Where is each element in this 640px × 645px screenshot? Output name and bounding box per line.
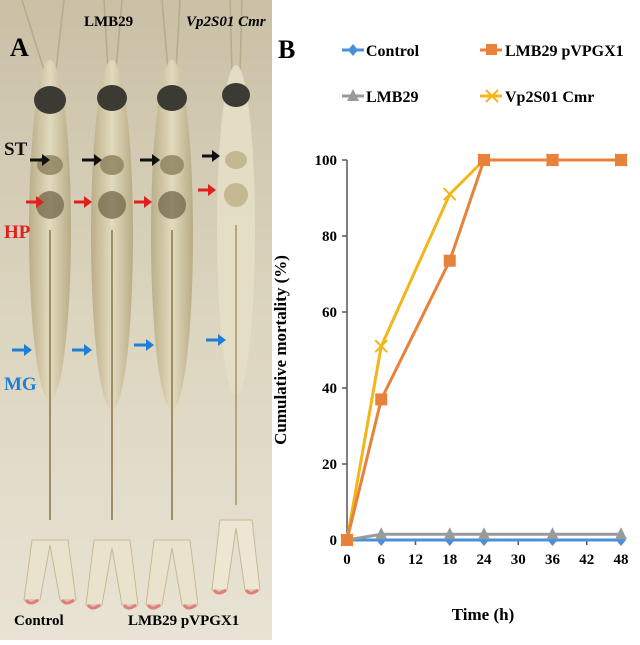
shrimp-lmb29 [85,0,139,610]
series-line-vp2s01-cmr [345,158,621,541]
chart-panel: B Control LMB29 pVPGX1 LMB29 Vp2S01 [271,0,640,640]
data-point-lmb29 [375,527,388,540]
legend-label-control: Control [366,43,420,60]
x-tick-label: 18 [442,552,457,568]
x-tick-label: 12 [408,552,423,568]
label-hp: HP [4,222,31,243]
x-tick-label: 0 [343,552,351,568]
series-line-lmb29 [346,532,621,542]
data-point-lmb29-pvpgx1 [546,154,559,166]
x-tick-label: 36 [545,552,561,568]
legend-item-lmb29: LMB29 [342,89,418,106]
data-point-lmb29 [615,527,627,540]
y-tick-label: 80 [322,229,337,245]
label-mg: MG [4,374,37,395]
label-st: ST [4,139,28,160]
photo-panel: A LMB29 Vp2S01 Cmr Control LMB29 pVPGX1 … [0,0,272,640]
shrimp-photo: A LMB29 Vp2S01 Cmr Control LMB29 pVPGX1 … [0,0,272,640]
label-lmb29-pvpgx1: LMB29 pVPGX1 [128,613,239,629]
axes: 0 20 40 60 80 100 0 6 12 18 24 30 36 42 48 [315,153,629,568]
y-tick-label: 40 [322,381,337,397]
shrimp-vp2s01 [211,0,261,595]
data-point-lmb29-pvpgx1 [615,154,627,166]
x-tick-label: 24 [477,552,493,568]
data-point-lmb29-pvpgx1 [443,254,456,267]
data-point-lmb29 [546,527,559,540]
label-lmb29: LMB29 [84,14,133,30]
label-control: Control [14,613,64,629]
legend-label-lmb29: LMB29 [366,89,418,106]
x-tick-label: 6 [378,552,386,568]
legend-marker-control [348,44,358,56]
legend-label-vp2s01: Vp2S01 Cmr [505,89,594,106]
legend-marker-lmb29 [347,89,359,101]
data-point-lmb29-pvpgx1 [478,154,490,166]
legend: Control LMB29 pVPGX1 LMB29 Vp2S01 Cmr [342,43,624,106]
panel-letter-a: A [10,33,29,62]
y-tick-label: 60 [322,305,337,321]
label-vp2s01: Vp2S01 Cmr [186,14,266,30]
arrows-st [30,150,220,166]
mortality-chart: B Control LMB29 pVPGX1 LMB29 Vp2S01 [271,35,629,624]
data-point-lmb29-pvpgx1 [341,534,353,546]
x-tick-label: 48 [614,552,629,568]
arrows-mg [12,334,226,356]
legend-label-lmb29-pvpgx1: LMB29 pVPGX1 [505,43,624,60]
arrows-hp [26,184,216,208]
y-axis-title: Cumulative mortality (%) [272,255,290,445]
legend-item-vp2s01: Vp2S01 Cmr [480,89,594,106]
data-point-lmb29 [478,527,490,540]
y-tick-label: 100 [315,153,338,169]
x-tick-label: 30 [511,552,526,568]
data-point-vp2s01-cmr [374,339,388,353]
series-line-lmb29-pvpgx1 [345,158,621,541]
shrimp-control [21,0,77,605]
series-vp2s01-cmr [340,153,628,547]
panel-letter-b: B [278,35,295,64]
x-axis-title: Time (h) [452,605,515,624]
shrimp-lmb29-pvpgx1 [145,0,199,610]
series-layer [340,153,628,547]
y-tick-label: 20 [322,457,337,473]
legend-marker-vp2s01 [485,89,499,103]
legend-item-control: Control [342,43,420,60]
data-point-lmb29-pvpgx1 [375,393,388,406]
data-point-lmb29 [443,527,456,540]
legend-item-lmb29-pvpgx1: LMB29 pVPGX1 [480,43,624,60]
data-point-vp2s01-cmr [443,187,457,201]
series-lmb29-pvpgx1 [341,154,627,546]
x-tick-label: 42 [579,552,594,568]
y-tick-label: 0 [330,533,338,549]
legend-marker-lmb29-pvpgx1 [486,44,497,55]
